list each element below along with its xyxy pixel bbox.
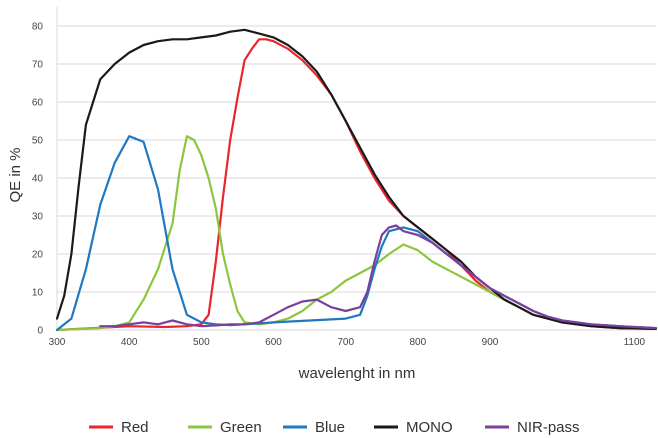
legend: Red Green Blue MONO NIR-pass [89, 419, 580, 436]
x-tick-label: 600 [265, 337, 282, 348]
series-line-mono [55, 28, 658, 330]
y-tick-label: 50 [32, 136, 44, 147]
y-tick-label: 40 [32, 174, 44, 185]
y-tick-label: 20 [32, 250, 44, 261]
legend-label-green: Green [220, 419, 262, 436]
legend-label-blue: Blue [315, 419, 345, 436]
y-tick-label: 70 [32, 60, 44, 71]
x-tick-label: 800 [409, 337, 426, 348]
x-tick-label: 500 [193, 337, 210, 348]
series-line-blue [55, 135, 658, 332]
x-axis-ticks: 300 400 500 600 700 800 900 1100 [49, 337, 646, 348]
series-line-green [55, 135, 658, 332]
y-tick-label: 60 [32, 98, 44, 109]
series-line-nir-pass [99, 224, 658, 330]
y-tick-label: 10 [32, 288, 44, 299]
x-tick-label: 300 [49, 337, 66, 348]
legend-label-red: Red [121, 419, 149, 436]
x-tick-label: 700 [337, 337, 354, 348]
x-axis-label: wavelenght in nm [298, 365, 416, 382]
x-tick-label: 900 [482, 337, 499, 348]
gridlines [56, 7, 656, 331]
y-tick-label: 0 [37, 326, 43, 337]
y-tick-label: 30 [32, 212, 44, 223]
x-tick-label: 400 [121, 337, 138, 348]
x-tick-label: 1100 [624, 337, 646, 348]
y-tick-label: 80 [32, 22, 44, 33]
legend-label-nir-pass: NIR-pass [517, 419, 580, 436]
y-axis-ticks: 0 10 20 30 40 50 60 70 80 [32, 22, 44, 337]
y-axis-label: QE in % [7, 147, 24, 202]
legend-label-mono: MONO [406, 419, 453, 436]
series-lines [55, 28, 658, 332]
series-line-red [55, 38, 658, 332]
